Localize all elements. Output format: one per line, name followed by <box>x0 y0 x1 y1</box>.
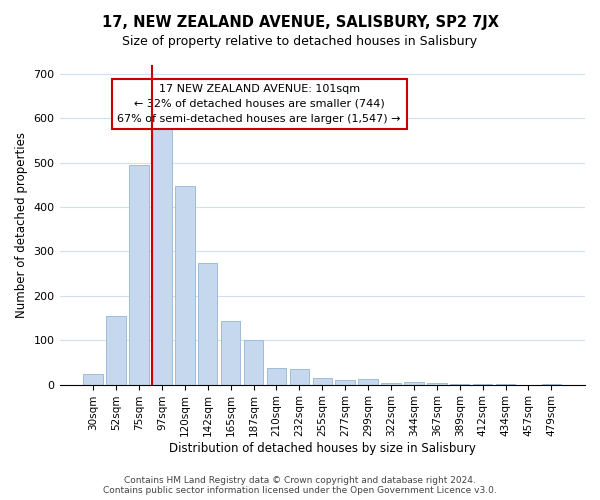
Text: 17, NEW ZEALAND AVENUE, SALISBURY, SP2 7JX: 17, NEW ZEALAND AVENUE, SALISBURY, SP2 7… <box>101 15 499 30</box>
Bar <box>152 130 172 384</box>
Bar <box>106 316 126 384</box>
Bar <box>335 380 355 384</box>
Y-axis label: Number of detached properties: Number of detached properties <box>15 132 28 318</box>
Text: 17 NEW ZEALAND AVENUE: 101sqm
← 32% of detached houses are smaller (744)
67% of : 17 NEW ZEALAND AVENUE: 101sqm ← 32% of d… <box>118 84 401 124</box>
Bar <box>267 368 286 384</box>
Bar <box>381 383 401 384</box>
Text: Contains HM Land Registry data © Crown copyright and database right 2024.
Contai: Contains HM Land Registry data © Crown c… <box>103 476 497 495</box>
Bar <box>83 374 103 384</box>
Bar <box>175 186 194 384</box>
Text: Size of property relative to detached houses in Salisbury: Size of property relative to detached ho… <box>122 35 478 48</box>
Bar <box>198 262 217 384</box>
Bar <box>358 380 378 384</box>
Bar <box>221 321 241 384</box>
Bar <box>313 378 332 384</box>
Bar <box>290 369 309 384</box>
X-axis label: Distribution of detached houses by size in Salisbury: Distribution of detached houses by size … <box>169 442 476 455</box>
Bar <box>129 165 149 384</box>
Bar <box>244 340 263 384</box>
Bar <box>404 382 424 384</box>
